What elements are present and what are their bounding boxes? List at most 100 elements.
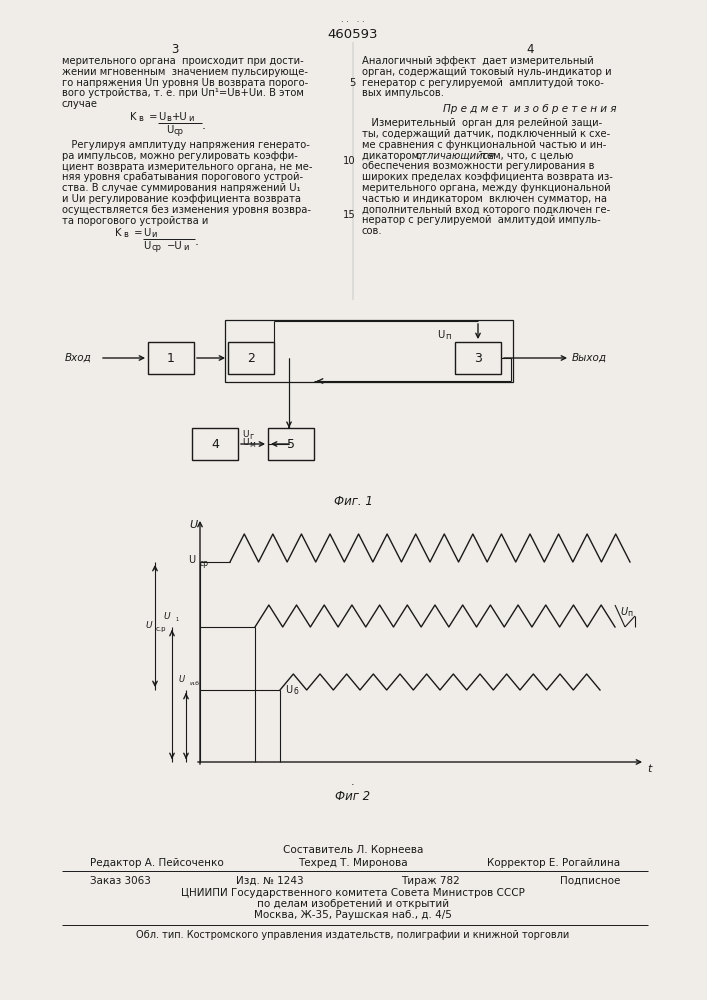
- Text: го напряжения Uп уровня Uв возврата порого-: го напряжения Uп уровня Uв возврата поро…: [62, 78, 308, 88]
- Bar: [192, 428, 238, 460]
- Text: Редактор А. Пейсоченко: Редактор А. Пейсоченко: [90, 858, 223, 868]
- Text: ср: ср: [200, 560, 209, 568]
- Text: п: п: [627, 609, 632, 618]
- Text: U: U: [163, 612, 170, 621]
- Text: и Uи регулирование коэффициента возврата: и Uи регулирование коэффициента возврата: [62, 194, 301, 204]
- Text: случае: случае: [62, 99, 98, 109]
- Text: вых импульсов.: вых импульсов.: [362, 88, 444, 98]
- Text: +U: +U: [172, 112, 188, 122]
- Text: =: =: [146, 112, 158, 122]
- Text: 10: 10: [344, 156, 356, 166]
- Text: жении мгновенным  значением пульсирующе-: жении мгновенным значением пульсирующе-: [62, 67, 308, 77]
- Text: K: K: [115, 228, 122, 238]
- Text: по делам изобретений и открытий: по делам изобретений и открытий: [257, 899, 449, 909]
- Text: дополнительный вход которого подключен ге-: дополнительный вход которого подключен г…: [362, 205, 610, 215]
- Bar: [148, 342, 194, 374]
- Text: Составитель Л. Корнеева: Составитель Л. Корнеева: [283, 845, 423, 855]
- Text: осуществляется без изменения уровня возвра-: осуществляется без изменения уровня возв…: [62, 205, 311, 215]
- Text: −U: −U: [167, 241, 182, 251]
- Text: в: в: [166, 114, 171, 123]
- Text: и.б: и.б: [189, 681, 199, 686]
- Text: Пр е д м е т  и з о б р е т е н и я: Пр е д м е т и з о б р е т е н и я: [443, 104, 617, 114]
- Text: отличающийся: отличающийся: [416, 151, 495, 161]
- Text: в: в: [123, 230, 128, 239]
- Text: U: U: [179, 675, 185, 684]
- Text: орган, содержащий токовый нуль-индикатор и: орган, содержащий токовый нуль-индикатор…: [362, 67, 612, 77]
- Text: та порогового устройства и: та порогового устройства и: [62, 216, 209, 226]
- Text: 460593: 460593: [328, 28, 378, 41]
- Text: Техред Т. Миронова: Техред Т. Миронова: [298, 858, 408, 868]
- Bar: [455, 342, 501, 374]
- Text: Изд. № 1243: Изд. № 1243: [236, 876, 304, 886]
- Text: ЦНИИПИ Государственного комитета Совета Министров СССР: ЦНИИПИ Государственного комитета Совета …: [181, 888, 525, 898]
- Text: U: U: [285, 685, 292, 695]
- Text: б: б: [293, 687, 298, 696]
- Text: Подписное: Подписное: [560, 876, 620, 886]
- Text: 5: 5: [350, 78, 356, 88]
- Text: U: U: [188, 555, 195, 565]
- Text: ства. В случае суммирования напряжений U₁: ства. В случае суммирования напряжений U…: [62, 183, 300, 193]
- Text: U: U: [158, 112, 165, 122]
- Text: .: .: [202, 119, 206, 132]
- Text: Вход: Вход: [65, 353, 92, 363]
- Text: ра импульсов, можно регулировать коэффи-: ра импульсов, можно регулировать коэффи-: [62, 151, 298, 161]
- Text: U: U: [143, 241, 151, 251]
- Text: =: =: [131, 228, 143, 238]
- Text: м: м: [249, 440, 255, 449]
- Text: мерительного органа, между функциональной: мерительного органа, между функционально…: [362, 183, 611, 193]
- Text: U: U: [242, 430, 248, 439]
- Text: и: и: [183, 243, 188, 252]
- Text: Регулируя амплитуду напряжения генерато-: Регулируя амплитуду напряжения генерато-: [62, 140, 310, 150]
- Bar: [268, 428, 314, 460]
- Text: K: K: [130, 112, 136, 122]
- Text: .: .: [351, 777, 355, 787]
- Text: 5: 5: [287, 438, 295, 450]
- Text: Аналогичный эффект  дает измерительный: Аналогичный эффект дает измерительный: [362, 56, 594, 66]
- Text: 3: 3: [171, 43, 179, 56]
- Text: 4: 4: [211, 438, 219, 450]
- Text: и: и: [151, 230, 156, 239]
- Text: вого устройства, т. е. при Uп¹=Uв+Uи. В этом: вого устройства, т. е. при Uп¹=Uв+Uи. В …: [62, 88, 304, 98]
- Text: в: в: [138, 114, 143, 123]
- Text: Фиг 2: Фиг 2: [335, 790, 370, 803]
- Text: дикатором,: дикатором,: [362, 151, 426, 161]
- Text: с.р: с.р: [156, 626, 167, 632]
- Bar: [228, 342, 274, 374]
- Text: ₁: ₁: [175, 614, 178, 623]
- Text: U: U: [143, 228, 151, 238]
- Text: ср: ср: [151, 243, 161, 252]
- Bar: [225, 320, 513, 382]
- Text: t: t: [647, 764, 651, 774]
- Text: 1: 1: [167, 352, 175, 364]
- Text: Измерительный  орган для релейной защи-: Измерительный орган для релейной защи-: [362, 118, 602, 128]
- Text: 4: 4: [526, 43, 534, 56]
- Text: Тираж 782: Тираж 782: [401, 876, 460, 886]
- Text: U: U: [166, 125, 173, 135]
- Text: тем, что, с целью: тем, что, с целью: [478, 151, 573, 161]
- Text: ме сравнения с функциональной частью и ин-: ме сравнения с функциональной частью и и…: [362, 140, 607, 150]
- Text: частью и индикатором  включен сумматор, на: частью и индикатором включен сумматор, н…: [362, 194, 607, 204]
- Text: Корректор Е. Рогайлина: Корректор Е. Рогайлина: [487, 858, 620, 868]
- Text: ты, содержащий датчик, подключенный к схе-: ты, содержащий датчик, подключенный к сх…: [362, 129, 610, 139]
- Text: п: п: [445, 332, 450, 341]
- Text: Фиг. 1: Фиг. 1: [334, 495, 373, 508]
- Text: . .   . .: . . . .: [341, 15, 365, 24]
- Text: сов.: сов.: [362, 226, 382, 236]
- Text: Обл. тип. Костромского управления издательств, полиграфии и книжной торговли: Обл. тип. Костромского управления издате…: [136, 930, 570, 940]
- Text: 2: 2: [247, 352, 255, 364]
- Text: генератор с регулируемой  амплитудой токо-: генератор с регулируемой амплитудой токо…: [362, 78, 604, 88]
- Text: U: U: [242, 438, 248, 447]
- Text: няя уровня срабатывания порогового устрой-: няя уровня срабатывания порогового устро…: [62, 172, 303, 182]
- Text: Москва, Ж-35, Раушская наб., д. 4/5: Москва, Ж-35, Раушская наб., д. 4/5: [254, 910, 452, 920]
- Text: мерительного органа  происходит при дости-: мерительного органа происходит при дости…: [62, 56, 304, 66]
- Text: U: U: [189, 520, 197, 530]
- Text: U: U: [437, 330, 445, 340]
- Text: Заказ 3063: Заказ 3063: [90, 876, 151, 886]
- Text: циент возврата измерительного органа, не ме-: циент возврата измерительного органа, не…: [62, 162, 312, 172]
- Text: Выход: Выход: [572, 353, 607, 363]
- Text: 15: 15: [344, 210, 356, 220]
- Text: г: г: [249, 432, 253, 441]
- Text: обеспечения возможности регулирования в: обеспечения возможности регулирования в: [362, 161, 595, 171]
- Text: широких пределах коэффициента возврата из-: широких пределах коэффициента возврата и…: [362, 172, 613, 182]
- Text: ср: ср: [174, 127, 184, 136]
